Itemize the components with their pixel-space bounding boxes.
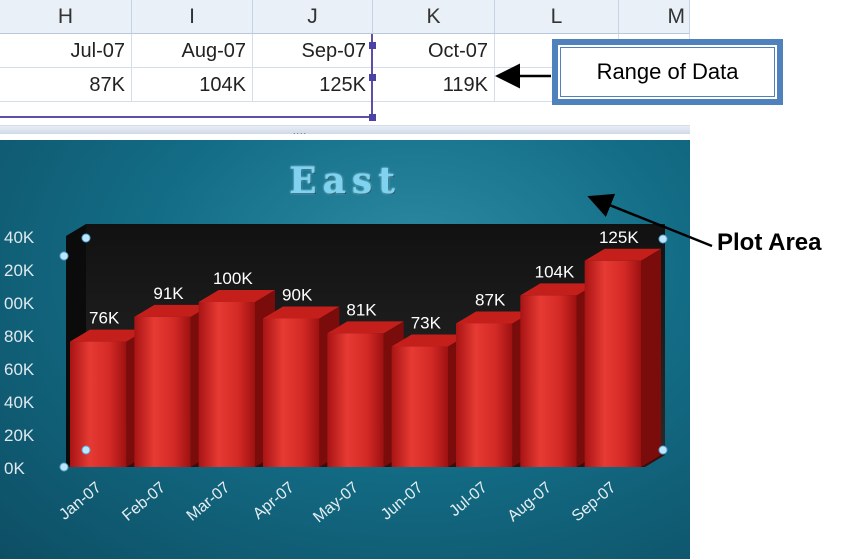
bar-top [391, 334, 468, 347]
cell-i-value[interactable]: 104K [132, 68, 253, 102]
x-tick-label: Sep-07 [569, 479, 620, 525]
y-tick-label: 40K [4, 393, 35, 412]
data-label: 81K [346, 300, 377, 319]
bar [134, 316, 191, 467]
data-label: 125K [599, 228, 639, 247]
bar [198, 302, 255, 467]
y-tick-label: 00K [4, 294, 35, 313]
bar-top [456, 311, 533, 324]
bar [391, 346, 448, 467]
y-tick-label: 0K [4, 459, 25, 478]
column-header-i[interactable]: I [132, 0, 253, 34]
bar-top [134, 304, 211, 317]
bar-top [327, 321, 404, 334]
x-tick-label: Aug-07 [505, 479, 556, 525]
cell-row3[interactable] [0, 102, 690, 126]
y-tick-label: 60K [4, 360, 35, 379]
bar [70, 341, 127, 467]
split-bar[interactable] [0, 126, 690, 134]
bar [327, 333, 384, 467]
cell-k-month[interactable]: Oct-07 [373, 34, 495, 68]
selection-handle[interactable] [369, 114, 376, 121]
column-header-h[interactable]: H [0, 0, 132, 34]
bar-top [584, 248, 661, 261]
column-header-l[interactable]: L [495, 0, 619, 34]
data-label: 100K [213, 269, 253, 288]
cell-k-value[interactable]: 119K [373, 68, 495, 102]
plot-area-label: Plot Area [717, 229, 822, 256]
selection-handle[interactable] [369, 74, 376, 81]
plot-area-handle [81, 233, 91, 243]
plot-area-handle [81, 445, 91, 455]
y-tick-label: 40K [4, 228, 35, 247]
cell-j-month[interactable]: Sep-07 [253, 34, 373, 68]
plot-area-handle [658, 445, 668, 455]
data-label: 87K [475, 290, 506, 309]
bar [584, 260, 641, 467]
bar-top [70, 329, 147, 342]
cell-i-month[interactable]: Aug-07 [132, 34, 253, 68]
y-tick-label: 80K [4, 327, 35, 346]
data-label: 91K [153, 284, 184, 303]
x-tick-label: Mar-07 [184, 479, 234, 525]
plot-area-handle [658, 234, 668, 244]
data-label: 104K [535, 262, 575, 281]
bar [456, 323, 513, 467]
x-tick-label: Jan-07 [56, 479, 104, 524]
y-tick-label: 20K [4, 261, 35, 280]
range-of-data-callout: Range of Data [552, 39, 783, 105]
chart-title[interactable]: East [289, 160, 401, 202]
x-tick-label: Feb-07 [119, 479, 169, 525]
bar-side [641, 248, 661, 467]
x-tick-label: Jun-07 [378, 479, 426, 524]
x-tick-label: May-07 [310, 479, 362, 526]
bar-top [263, 306, 340, 319]
data-label: 90K [282, 286, 313, 305]
cell-h-month[interactable]: Jul-07 [0, 34, 132, 68]
chart-area[interactable]: 40K 20K 00K 80K 60K 40K 20K 0K 76K Jan-07 91K Feb-0… [0, 140, 690, 559]
bar [520, 295, 577, 467]
column-header-j[interactable]: J [253, 0, 373, 34]
bar-top [520, 283, 597, 296]
y-tick-label: 20K [4, 426, 35, 445]
cell-j-value[interactable]: 125K [253, 68, 373, 102]
selection-handle[interactable] [369, 42, 376, 49]
plot-area-handle [59, 251, 69, 261]
x-tick-label: Jul-07 [446, 479, 490, 520]
bar [263, 318, 320, 467]
data-label: 76K [89, 309, 120, 328]
split-bar-grip: .... [293, 126, 308, 136]
column-header-m[interactable]: M [619, 0, 690, 34]
plot-area-handle [59, 462, 69, 472]
data-label: 73K [411, 314, 442, 333]
cell-h-value[interactable]: 87K [0, 68, 132, 102]
x-tick-label: Apr-07 [250, 479, 298, 523]
column-header-k[interactable]: K [373, 0, 495, 34]
bar-top [198, 290, 275, 302]
range-of-data-label: Range of Data [596, 59, 739, 84]
chart-canvas: 40K 20K 00K 80K 60K 40K 20K 0K 76K Jan-07 91K Feb-0… [4, 224, 668, 526]
